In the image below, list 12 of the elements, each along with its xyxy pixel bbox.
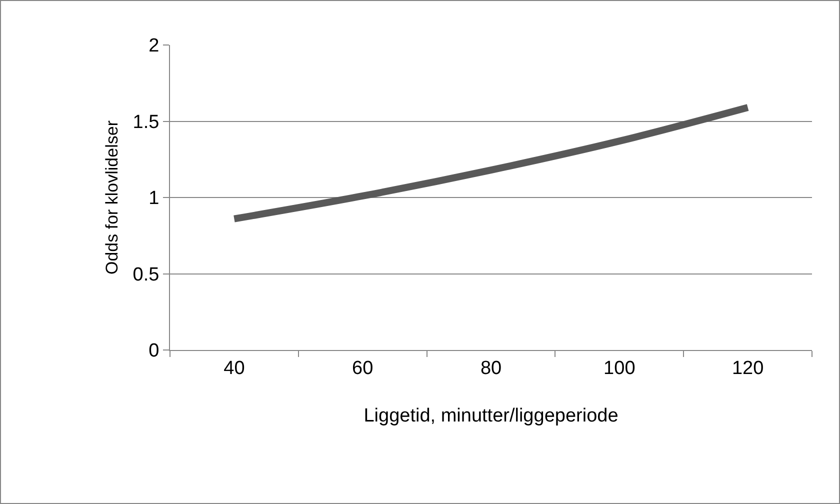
- x-tick-label: 120: [732, 358, 764, 379]
- y-tick-label: 1.5: [132, 112, 160, 133]
- y-tick-label: 0.5: [132, 264, 160, 286]
- y-tick-label: 1: [148, 188, 160, 210]
- y-axis-title: Odds for klovlidelser: [102, 120, 122, 275]
- y-tick-label: 0: [148, 340, 160, 362]
- x-tick-label: 40: [224, 358, 245, 379]
- y-tick-label: 2: [148, 36, 160, 57]
- x-axis-title: Liggetid, minutter/liggeperiode: [364, 406, 618, 427]
- x-tick-label: 80: [480, 358, 502, 379]
- x-tick-label: 60: [352, 358, 374, 379]
- x-tick-label: 100: [604, 358, 636, 379]
